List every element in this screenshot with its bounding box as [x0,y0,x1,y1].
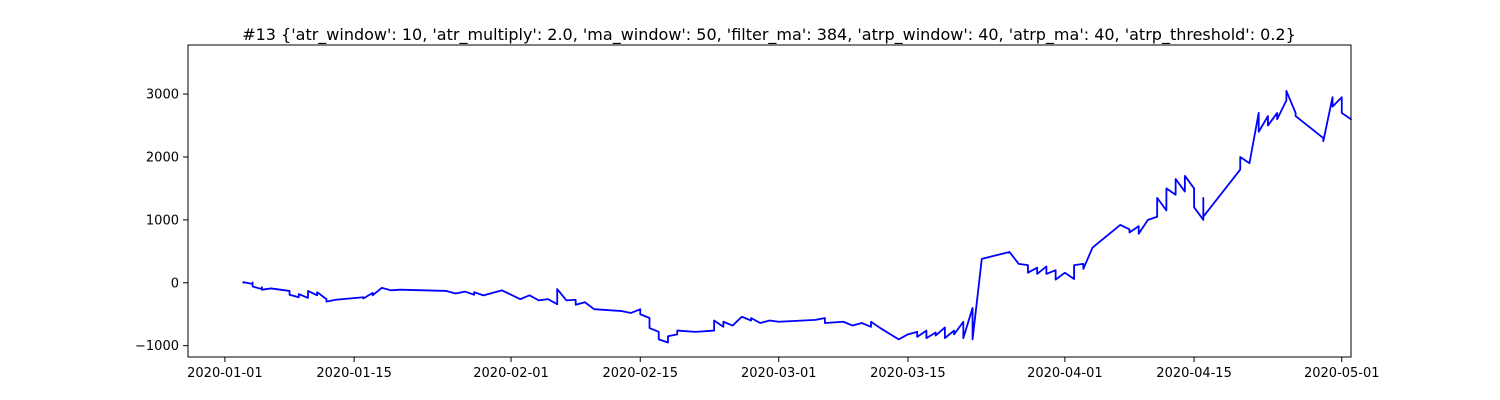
x-tick-label: 2020-01-01 [187,366,263,381]
x-tick-label: 2020-02-15 [602,366,678,381]
x-tick-label: 2020-03-15 [870,366,946,381]
series-line-0 [242,90,1352,344]
y-tick-label: −1000 [135,339,179,354]
x-tick-label: 2020-01-15 [316,366,392,381]
plot-area [242,90,1352,344]
plot-frame [187,44,1352,358]
x-tick-label: 2020-03-01 [741,366,817,381]
axes: 2020-01-01 2020-01-15 2020-02-01 2020-02-15… [135,44,1380,381]
y-tick-label: 2000 [146,150,179,165]
y-tick-label: 0 [171,276,179,291]
x-tick-label: 2020-04-15 [1156,366,1232,381]
chart-title: #13 {'atr_window': 10, 'atr_multiply': 2… [242,25,1296,45]
y-tick-label: 3000 [146,88,179,103]
y-tick-label: 1000 [146,213,179,228]
x-tick-label: 2020-04-01 [1027,366,1103,381]
x-tick-label: 2020-05-01 [1304,366,1380,381]
x-tick-label: 2020-02-01 [473,366,549,381]
